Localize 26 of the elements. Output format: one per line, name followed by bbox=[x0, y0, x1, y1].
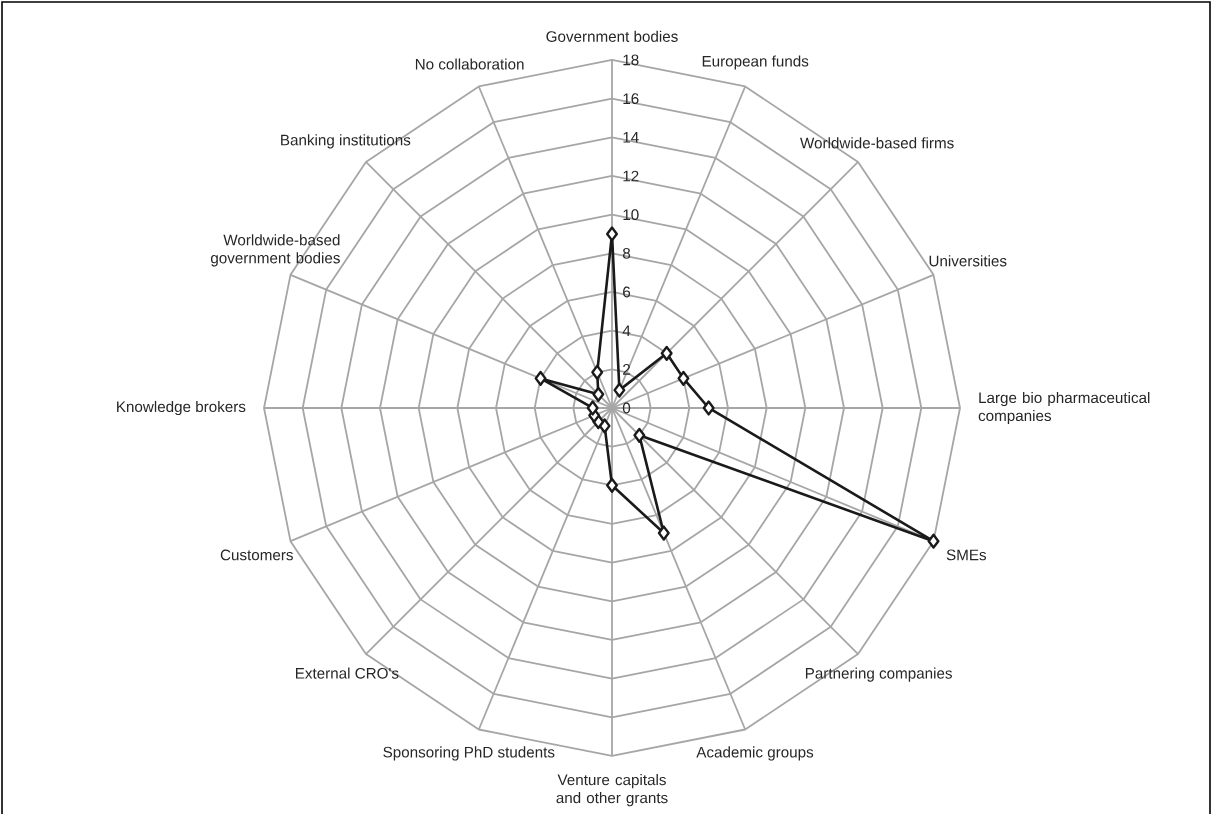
y-tick-label: 2 bbox=[623, 363, 630, 375]
spoke-label: Venture capitals and other grants bbox=[556, 774, 668, 807]
y-tick-label: 14 bbox=[623, 132, 639, 143]
y-tick-label: 16 bbox=[623, 93, 639, 105]
spoke-label: Worldwide-based government bodies bbox=[210, 234, 340, 267]
y-tick-label: 18 bbox=[623, 54, 639, 66]
spoke-label: Worldwide-based firms bbox=[800, 137, 954, 149]
spoke-label: SMEs bbox=[946, 549, 987, 561]
spoke-label: European funds bbox=[702, 55, 809, 70]
spoke-label: Academic groups bbox=[696, 746, 814, 761]
y-tick-label: 12 bbox=[623, 170, 639, 182]
spoke-label: Customers bbox=[220, 549, 293, 561]
spoke-label: Large bio pharmaceutical companies bbox=[978, 391, 1150, 425]
spoke-label: Knowledge brokers bbox=[117, 400, 246, 416]
y-tick-label: 6 bbox=[623, 286, 631, 298]
spoke-label: Banking institutions bbox=[281, 134, 411, 149]
y-tick-label: 0 bbox=[622, 402, 631, 414]
y-tick-label: 8 bbox=[622, 247, 631, 259]
spoke-label: Partnering companies bbox=[805, 667, 952, 682]
spoke-label: External CRO's bbox=[296, 667, 399, 679]
y-tick-label: 4 bbox=[622, 325, 631, 336]
y-tick-label: 10 bbox=[623, 209, 639, 221]
spoke-label: Sponsoring PhD students bbox=[383, 746, 555, 761]
spoke-label: Government bodies bbox=[546, 30, 678, 42]
spoke-label: No collaboration bbox=[415, 58, 524, 70]
spoke-label: Universities bbox=[929, 255, 1007, 267]
